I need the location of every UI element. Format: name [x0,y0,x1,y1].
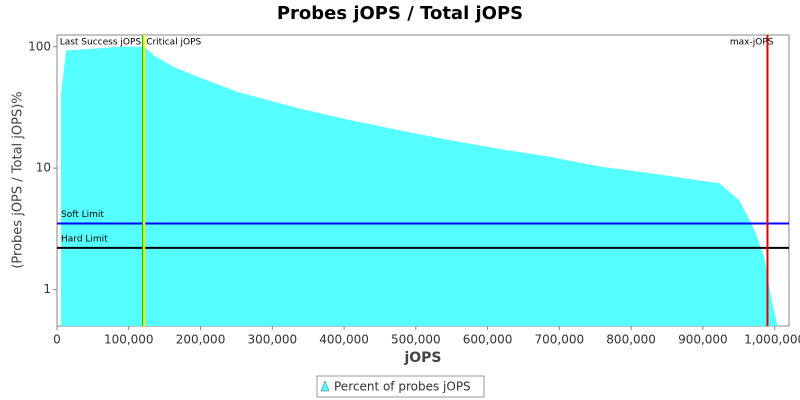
x-tick-label: 600,000 [463,333,513,347]
area [61,46,778,326]
x-axis-label: jOPS [403,350,441,366]
marker-label: max-jOPS [730,38,774,48]
x-tick-label: 0 [53,333,61,347]
x-tick-label: 700,000 [535,333,585,347]
legend-swatch [320,380,330,392]
x-tick-label: 200,000 [176,333,226,347]
y-tick-label: 100 [28,39,51,53]
marker-label: Critical jOPS [146,38,201,48]
x-tick-label: 800,000 [606,333,656,347]
x-tick-label: 500,000 [391,333,441,347]
marker-label: Last Success jOPS [60,38,142,48]
legend-box [316,375,485,398]
x-tick-label: 1,000,000 [744,333,800,347]
x-tick-label: 900,000 [678,333,728,347]
chart-title: Probes jOPS / Total jOPS [277,3,523,24]
limit-label: Hard Limit [61,234,108,244]
y-tick-label: 1 [43,282,51,296]
x-tick-label: 400,000 [319,333,369,347]
x-tick-label: 300,000 [247,333,297,347]
limit-label: Soft Limit [61,210,104,220]
x-tick-label: 100,000 [104,333,154,347]
legend-label: Percent of probes jOPS [334,380,471,394]
y-tick-label: 10 [36,161,51,175]
y-axis-label: (Probes jOPS / Total jOPS)% [11,91,26,268]
